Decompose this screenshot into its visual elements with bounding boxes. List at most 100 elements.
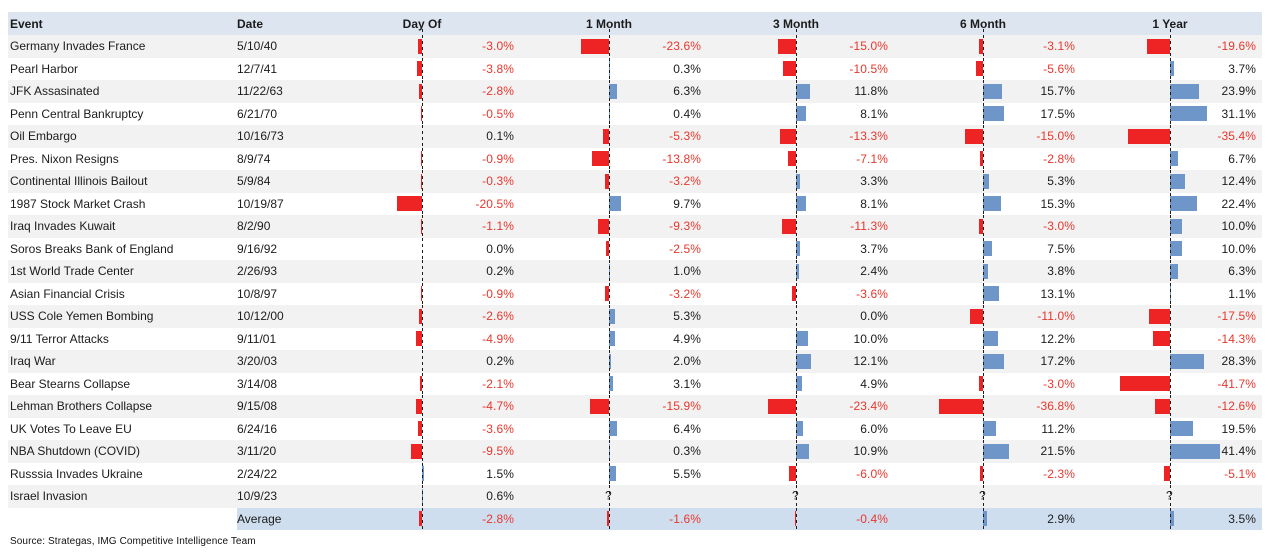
event-date: 10/19/87 [237,196,284,211]
zero-axis-line [983,35,985,58]
period-cell: 0.3% [534,440,721,463]
zero-axis-line [1170,462,1172,485]
negative-bar [979,376,983,391]
positive-bar [983,106,1004,121]
table-row: Pearl Harbor 12/7/41 -3.8% 0.3% -10.5% -5.6% 3… [8,57,1262,80]
event-date: 5/9/84 [237,174,271,189]
period-cell: -3.8% [347,57,534,80]
period-cell: 41.4% [1095,440,1262,463]
return-value: 23.9% [1221,84,1256,99]
event-performance-table: Event Date Day Of 1 Month 3 Month 6 Mont… [8,12,1262,530]
event-cell: Asian Financial Crisis [8,283,237,306]
negative-bar [1146,38,1170,54]
return-value: -7.1% [856,151,888,166]
period-cell: 13.1% [908,282,1095,305]
event-cell: Bear Stearns Collapse [8,373,237,396]
return-value: -11.0% [1037,309,1075,324]
zero-axis-line [796,125,798,148]
period-cell: 12.1% [721,350,908,373]
return-value: -10.5% [849,61,888,76]
period-cell: -2.6% [347,305,534,328]
positive-bar [1170,511,1175,526]
zero-axis-line [983,170,985,193]
period-cell: 10.0% [1095,215,1262,238]
header-event-label: Event [10,16,43,31]
zero-axis-line [1170,440,1172,463]
negative-bar [606,241,609,256]
negative-bar [782,218,796,234]
period-cell: ? [534,485,721,508]
period-cell: 8.1% [721,102,908,125]
period-cell: ? [721,485,908,508]
header-1-month-label: 1 Month [586,16,632,31]
period-cell: 0.6% [347,485,534,508]
period-cell: -41.7% [1095,372,1262,395]
zero-axis-line [1170,29,1172,35]
return-value: 2.0% [673,354,701,369]
zero-axis-line [1170,372,1172,395]
header-6-month-label: 6 Month [960,16,1006,31]
date-cell: 5/9/84 [237,170,347,193]
zero-axis-line [1170,260,1172,283]
period-cell: -35.4% [1095,125,1262,148]
zero-axis-line [1170,125,1172,148]
event-name: Pearl Harbor [10,61,79,76]
event-cell: Iraq Invades Kuwait [8,215,237,238]
zero-axis-line [796,237,798,260]
zero-axis-line [1170,395,1172,418]
event-cell: JFK Assasinated [8,80,237,103]
zero-axis-line [422,372,424,395]
return-value: -0.4% [856,511,888,526]
period-cell: -20.5% [347,192,534,215]
period-cell: 11.2% [908,417,1095,440]
period-cell: -36.8% [908,395,1095,418]
event-date: 8/9/74 [237,151,271,166]
period-cell: 8.1% [721,192,908,215]
period-cell: -9.3% [534,215,721,238]
event-cell: Israel Invasion [8,485,237,508]
zero-axis-line [796,327,798,350]
table-row: 1st World Trade Center 2/26/93 0.2% 1.0% 2.4… [8,260,1262,283]
event-cell: NBA Shutdown (COVID) [8,440,237,463]
period-cell: 6.3% [534,80,721,103]
period-cell: 4.9% [534,327,721,350]
return-value: 3.5% [1228,511,1256,526]
zero-axis-line [796,192,798,215]
zero-axis-line [609,125,611,148]
positive-bar [609,466,616,481]
negative-bar [979,151,983,166]
event-date: 6/21/70 [237,106,278,121]
positive-bar [1170,218,1182,234]
period-cell: 22.4% [1095,192,1262,215]
zero-axis-line [609,215,611,238]
return-value: 8.1% [860,196,888,211]
period-cell: -3.0% [908,215,1095,238]
return-value: 1.5% [486,466,514,481]
period-cell: 3.5% [1095,507,1262,530]
zero-axis-line [1170,170,1172,193]
zero-axis-line [609,102,611,125]
return-value: 0.0% [486,241,514,256]
zero-axis-line [422,35,424,58]
negative-bar [969,308,983,324]
negative-bar [605,286,609,301]
period-cell: -3.6% [721,282,908,305]
period-cell: -3.6% [347,417,534,440]
period-cell: 0.2% [347,260,534,283]
zero-axis-line [796,170,798,193]
unknown-value: ? [791,488,799,503]
zero-axis-line [1170,80,1172,103]
return-value: -15.0% [1036,129,1075,144]
negative-bar [1127,128,1170,144]
zero-axis-line [609,372,611,395]
return-value: 0.2% [486,354,514,369]
event-cell: Russsia Invades Ukraine [8,463,237,486]
date-cell: 10/16/73 [237,125,347,148]
date-cell: 3/11/20 [237,440,347,463]
period-cell: 10.0% [1095,237,1262,260]
event-name: Lehman Brothers Collapse [10,399,153,414]
negative-bar [589,398,609,414]
positive-bar [983,83,1002,99]
event-cell: UK Votes To Leave EU [8,418,237,441]
period-cell: -2.3% [908,462,1095,485]
